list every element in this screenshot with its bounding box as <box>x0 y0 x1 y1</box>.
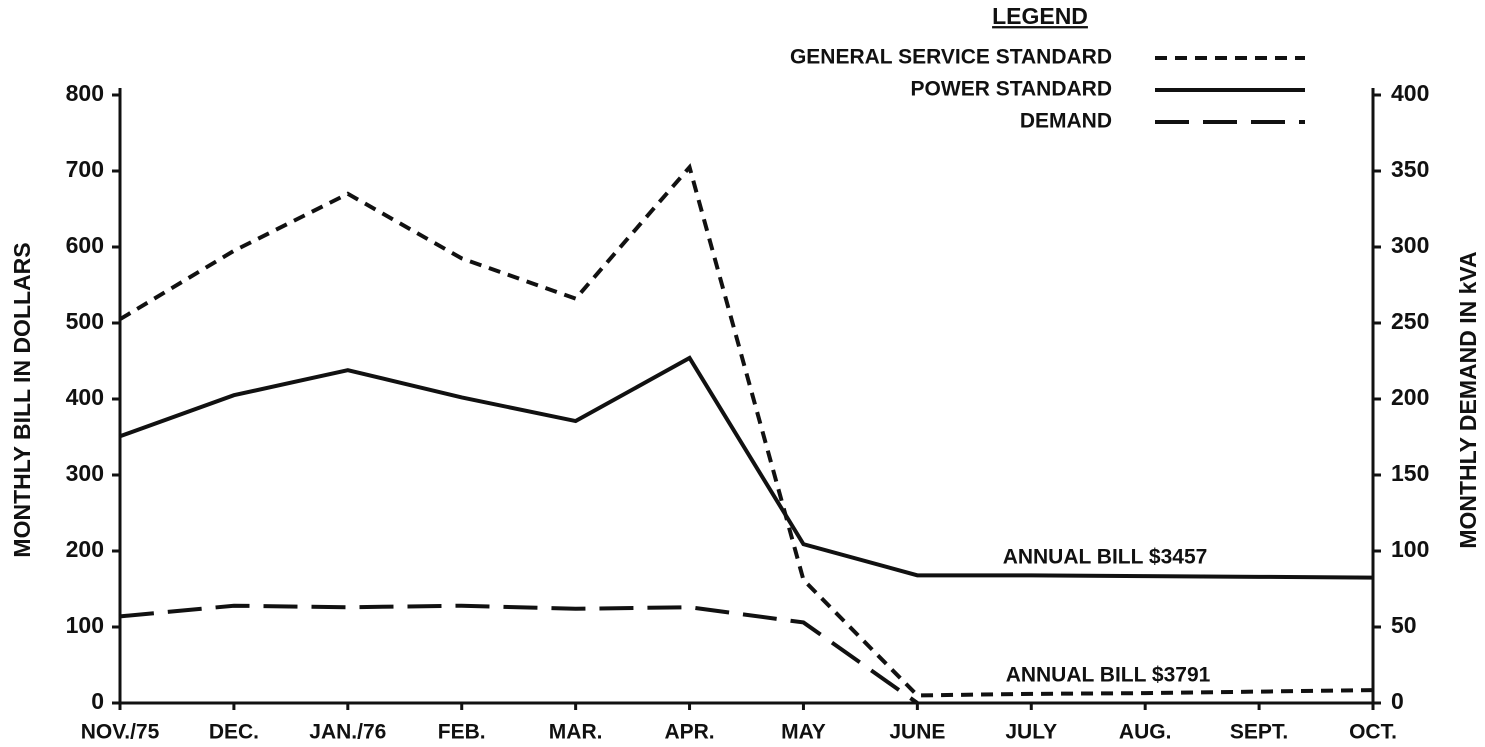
y2-tick-label: 100 <box>1391 536 1429 562</box>
x-tick-label: DEC. <box>209 721 259 744</box>
x-tick-label: MAY <box>781 721 826 744</box>
y-tick-label: 100 <box>66 612 104 638</box>
annotation: ANNUAL BILL $3791 <box>1006 664 1211 687</box>
x-tick-label: AUG. <box>1119 721 1172 744</box>
x-tick-label: SEPT. <box>1230 721 1288 744</box>
legend-title: LEGEND <box>992 3 1088 29</box>
y-tick-label: 600 <box>66 232 104 258</box>
y2-tick-label: 50 <box>1391 612 1417 638</box>
x-tick-label: JAN./76 <box>309 721 386 744</box>
annotation: ANNUAL BILL $3457 <box>1003 546 1208 569</box>
x-tick-label: FEB. <box>438 721 486 744</box>
x-tick-label: APR. <box>664 721 714 744</box>
y2-tick-label: 150 <box>1391 460 1429 486</box>
y2-tick-label: 300 <box>1391 232 1429 258</box>
y-axis-label: MONTHLY BILL IN DOLLARS <box>9 242 35 557</box>
y-tick-label: 400 <box>66 384 104 410</box>
legend-label: DEMAND <box>1020 110 1112 133</box>
legend-label: GENERAL SERVICE STANDARD <box>790 46 1112 69</box>
x-tick-label: JUNE <box>889 721 945 744</box>
y-tick-label: 800 <box>66 80 104 106</box>
y2-tick-label: 250 <box>1391 308 1429 334</box>
y2-tick-label: 400 <box>1391 80 1429 106</box>
y-tick-label: 200 <box>66 536 104 562</box>
y-tick-label: 700 <box>66 156 104 182</box>
y2-axis-label: MONTHLY DEMAND IN kVA <box>1455 251 1481 548</box>
legend-label: POWER STANDARD <box>911 78 1112 101</box>
y2-tick-label: 350 <box>1391 156 1429 182</box>
y-tick-label: 0 <box>91 688 104 714</box>
y2-tick-label: 0 <box>1391 688 1404 714</box>
x-tick-label: JULY <box>1005 721 1057 744</box>
x-tick-label: MAR. <box>549 721 603 744</box>
y2-tick-label: 200 <box>1391 384 1429 410</box>
series-line <box>119 355 1374 580</box>
x-tick-label: NOV./75 <box>81 721 160 744</box>
series-line <box>119 603 919 705</box>
series-line <box>118 163 1374 698</box>
y-tick-label: 500 <box>66 308 104 334</box>
x-tick-label: OCT. <box>1349 721 1397 744</box>
y-tick-label: 300 <box>66 460 104 486</box>
